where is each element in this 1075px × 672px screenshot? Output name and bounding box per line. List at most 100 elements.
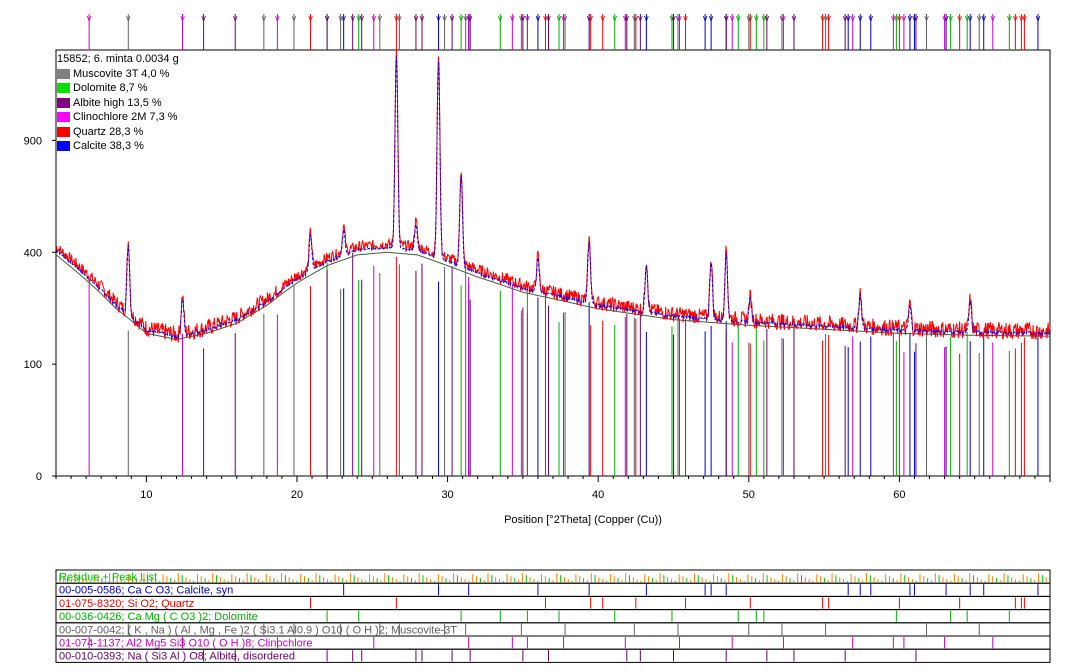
legend-label: Muscovite 3T 4,0 %	[73, 67, 170, 80]
phase-marker-v: v	[676, 13, 681, 23]
legend-swatch	[57, 112, 70, 123]
phase-marker-v: v	[1013, 13, 1018, 23]
phase-marker-v: v	[563, 13, 568, 23]
phase-marker-v: v	[1036, 13, 1041, 23]
phase-marker-v: v	[894, 13, 899, 23]
phase-marker-v: v	[463, 13, 468, 23]
reference-label: 01-075-8320; Si O2; Quartz	[59, 598, 194, 610]
phase-marker-v: v	[703, 13, 708, 23]
phase-marker-v: v	[394, 13, 399, 23]
phase-marker-v: v	[942, 13, 947, 23]
phase-marker-v: v	[644, 13, 649, 23]
phase-marker-v: v	[670, 13, 675, 23]
phase-marker-v: v	[1022, 13, 1027, 23]
phase-marker-v: v	[275, 13, 280, 23]
legend-entry: Clinochlore 2M 7,3 %	[57, 110, 179, 125]
y-tick-label: 0	[36, 471, 42, 483]
phase-marker-v: v	[683, 13, 688, 23]
phase-marker-v: v	[498, 13, 503, 23]
x-tick-label: 20	[291, 489, 303, 501]
phase-marker-v: v	[543, 13, 548, 23]
legend-swatch	[57, 141, 70, 152]
calculated-pattern	[55, 56, 1051, 339]
phase-marker-v: v	[87, 13, 92, 23]
phase-marker-v: v	[525, 13, 530, 23]
phase-marker-v: v	[781, 13, 786, 23]
phase-marker-v: v	[826, 13, 831, 23]
legend-entry: Quartz 28,3 %	[57, 125, 179, 140]
reference-label: 00-010-0393; Na ( Si3 Al ) O8; Albite, d…	[59, 651, 295, 663]
background-curve	[55, 251, 1050, 341]
phase-marker-v: v	[924, 13, 929, 23]
phase-marker-v: v	[325, 13, 330, 23]
phase-marker-v: v	[823, 13, 828, 23]
phase-marker-v: v	[981, 13, 986, 23]
phase-marker-v: v	[754, 13, 759, 23]
legend-swatch	[57, 68, 70, 79]
legend-label: Calcite 38,3 %	[73, 140, 144, 152]
phase-marker-v: v	[858, 13, 863, 23]
phase-marker-v: v	[977, 13, 982, 23]
phase-marker-v: v	[709, 13, 714, 23]
phase-marker-v: v	[233, 13, 238, 23]
phase-marker-v: v	[359, 13, 364, 23]
phase-marker-v: v	[372, 13, 377, 23]
legend-entry: Dolomite 8,7 %	[57, 81, 179, 96]
phase-marker-v: v	[908, 13, 913, 23]
legend-swatch	[57, 97, 70, 108]
phase-marker-v: v	[748, 13, 753, 23]
phase-marker-v: v	[902, 13, 907, 23]
x-tick-label: 30	[441, 489, 453, 501]
phase-marker-v: v	[600, 13, 605, 23]
phase-marker-v: v	[625, 13, 630, 23]
phase-marker-v: v	[850, 13, 855, 23]
phase-marker-v: v	[561, 13, 566, 23]
reference-row	[55, 595, 1051, 611]
phase-marker-v: v	[519, 13, 524, 23]
phase-marker-v: v	[420, 13, 425, 23]
y-tick-label: 100	[24, 359, 42, 371]
legend-swatch	[57, 83, 70, 94]
phase-marker-v: v	[765, 13, 770, 23]
phase-marker-v: v	[397, 13, 402, 23]
phase-marker-v: v	[126, 13, 131, 23]
plot-frame	[55, 49, 1051, 477]
phase-marker-v: v	[623, 13, 628, 23]
legend-label: Clinochlore 2M 7,3 %	[73, 111, 178, 123]
phase-marker-v: v	[350, 13, 355, 23]
x-axis-title: Position [°2Theta] (Copper (Cu))	[504, 514, 662, 526]
phase-marker-v: v	[634, 13, 639, 23]
phase-marker-v: v	[510, 13, 515, 23]
phase-marker-v: v	[891, 13, 896, 23]
phase-marker-v: v	[965, 13, 970, 23]
phase-marker-v: v	[450, 13, 455, 23]
phase-marker-v: v	[843, 13, 848, 23]
reference-label: Residue + Peak List	[59, 572, 157, 584]
phase-marker-v: v	[436, 13, 441, 23]
phase-marker-v: v	[968, 13, 973, 23]
phase-marker-v: v	[914, 13, 919, 23]
phase-marker-v: v	[724, 13, 729, 23]
phase-marker-v: v	[671, 13, 676, 23]
phase-marker-v: v	[414, 13, 419, 23]
phase-marker-v: v	[546, 13, 551, 23]
phase-marker-v: v	[632, 13, 637, 23]
phase-marker-v: v	[944, 13, 949, 23]
phase-marker-v: v	[736, 13, 741, 23]
phase-marker-v: v	[912, 13, 917, 23]
phase-marker-v: v	[957, 13, 962, 23]
phase-marker-v: v	[536, 13, 541, 23]
phase-marker-v: v	[677, 13, 682, 23]
phase-marker-v: v	[587, 13, 592, 23]
legend-swatch	[57, 126, 70, 137]
reference-label: 01-074-1137; Al2 Mg5 Si3 O10 ( O H )8; C…	[59, 638, 313, 650]
legend-label: Dolomite 8,7 %	[73, 82, 148, 94]
phase-marker-v: v	[780, 13, 785, 23]
phase-marker-v: v	[820, 13, 825, 23]
reference-label: 00-036-0426; Ca Mg ( C O3 )2; Dolomite	[59, 611, 258, 623]
phase-marker-v: v	[792, 13, 797, 23]
reference-label: 00-005-0586; Ca C O3; Calcite, syn	[59, 585, 233, 597]
phase-marker-v: v	[308, 13, 313, 23]
phase-marker-v: v	[459, 13, 464, 23]
